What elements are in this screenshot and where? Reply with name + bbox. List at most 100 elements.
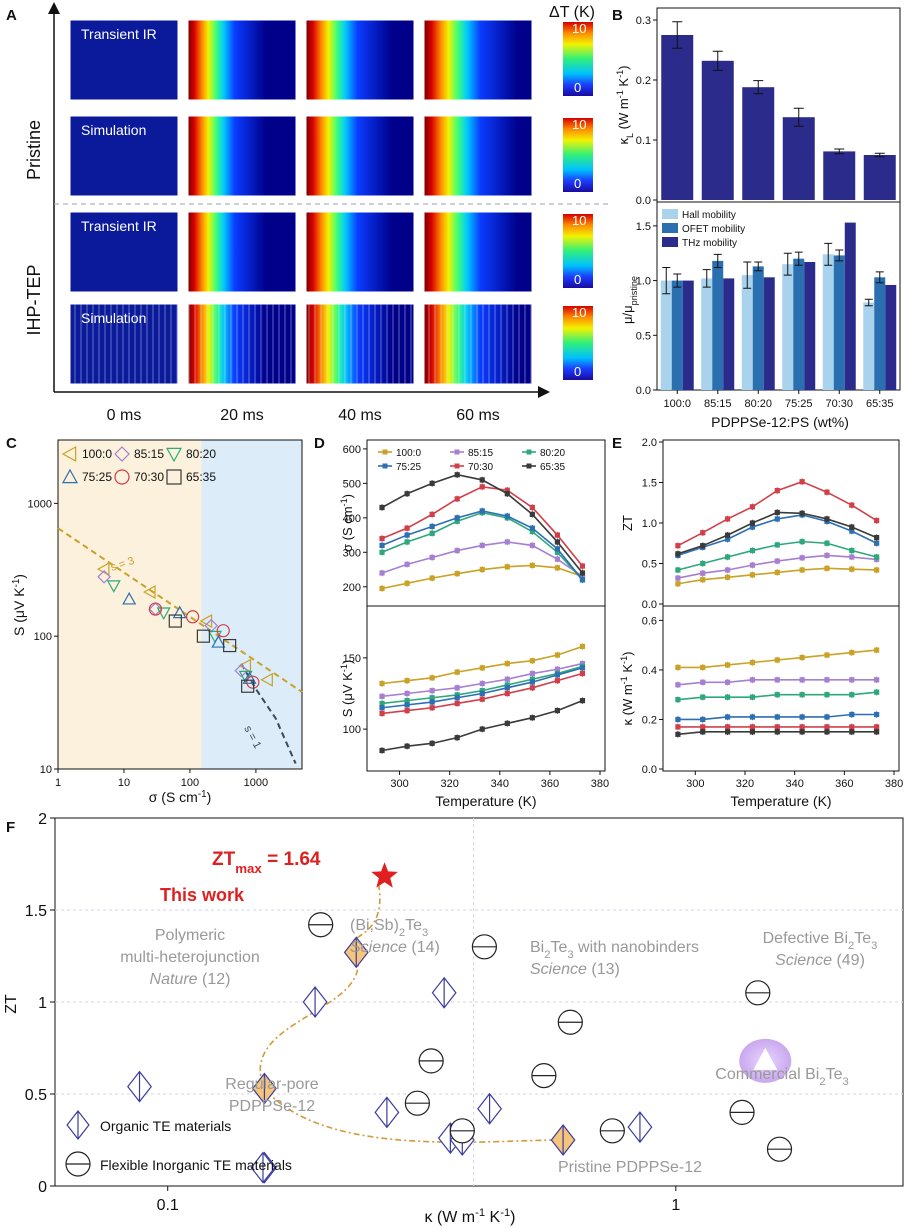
heatmap-cell <box>70 212 178 292</box>
data-point <box>479 696 485 702</box>
data-point <box>579 577 586 583</box>
data-point <box>874 647 880 653</box>
data-point <box>529 715 535 721</box>
text-span: Te <box>826 1066 843 1083</box>
x-tick-label: 300 <box>686 778 704 790</box>
text-span: S (μV K <box>340 672 355 717</box>
x-tick-label: 1000 <box>244 777 268 789</box>
superscript: -1 <box>619 676 629 684</box>
data-point <box>504 685 510 691</box>
heatmap-cold <box>392 212 414 292</box>
data-point <box>724 574 731 580</box>
data-point <box>724 554 731 560</box>
x-axis-label: Temperature (K) <box>730 793 831 809</box>
data-point <box>97 569 111 584</box>
superscript: -1 <box>500 1207 510 1219</box>
data-point <box>824 516 830 522</box>
mobility-bar <box>844 222 856 390</box>
data-point <box>429 554 435 561</box>
data-point <box>454 571 460 577</box>
panel-A-y-arrow <box>48 2 60 14</box>
data-point <box>379 585 385 592</box>
this-work-label: This work <box>160 885 245 905</box>
data-point <box>724 714 731 720</box>
panel-B-xlabel: PDPPSe-12:PS (wt%) <box>711 414 849 430</box>
data-point <box>479 542 485 549</box>
superscript: -1 <box>615 70 625 78</box>
text-span: PDPPSe-12 <box>229 1098 315 1115</box>
x-tick-label: 300 <box>390 778 408 790</box>
annotation-text: Science (13) <box>530 961 620 978</box>
y-tick-label: 100 <box>343 724 361 736</box>
region-shade <box>201 440 302 769</box>
data-point <box>749 724 756 730</box>
y-tick-label: 200 <box>343 582 361 594</box>
data-point <box>724 516 731 522</box>
annotation-text: multi-heterojunction <box>120 949 260 966</box>
panel-F-xlabel: κ (W m-1 K-1) <box>424 1207 515 1226</box>
kappa-bar <box>701 60 734 200</box>
data-point <box>429 688 435 694</box>
colorbar <box>563 118 593 192</box>
panel-B-bottom-ylabel: μ/μpristine <box>620 276 639 324</box>
error-bar <box>864 298 873 307</box>
text-span: ) <box>394 917 399 934</box>
mobility-bar <box>723 278 735 390</box>
error-bar <box>743 261 752 289</box>
annotation-text: PDPPSe-12 <box>229 1098 315 1115</box>
text-span: K <box>620 664 635 677</box>
data-point <box>479 566 485 573</box>
x-tick-label: 320 <box>440 778 458 790</box>
error-bar <box>713 253 722 268</box>
y-tick-label: 0.0 <box>636 385 651 397</box>
data-point <box>554 546 560 552</box>
data-point <box>874 567 880 573</box>
data-point <box>700 543 706 549</box>
data-point <box>675 716 681 723</box>
organic-marker <box>431 976 457 1009</box>
data-point <box>242 671 257 684</box>
data-point <box>429 511 435 517</box>
data-point <box>675 567 681 573</box>
data-point <box>479 690 485 697</box>
colorbar-max: 10 <box>572 117 586 132</box>
legend-label: 85:15 <box>468 448 493 459</box>
data-point <box>724 694 731 700</box>
data-point <box>168 614 182 628</box>
data-point <box>774 692 780 698</box>
heatmap-frame <box>305 211 415 293</box>
data-point <box>454 547 460 554</box>
data-point <box>874 677 880 683</box>
heatmap-frame <box>187 115 297 197</box>
data-point <box>479 484 485 490</box>
heatmap-cold <box>266 20 296 100</box>
data-point <box>700 724 706 730</box>
heatmap-frame <box>69 19 179 101</box>
data-point <box>799 714 805 720</box>
legend-marker <box>382 449 388 455</box>
panel-letter-D: D <box>314 435 325 452</box>
data-point <box>700 577 706 583</box>
heatmap-gradient <box>424 20 518 100</box>
data-point <box>106 580 121 593</box>
superscript: -1 <box>615 90 625 98</box>
error-bar <box>662 266 671 295</box>
y-tick-label: 100 <box>34 631 52 643</box>
data-point <box>849 502 855 508</box>
data-point <box>379 504 385 511</box>
y-tick-label: 0.2 <box>636 75 651 87</box>
this-work-point <box>550 1124 576 1156</box>
annotation-text: Science (49) <box>775 952 865 969</box>
data-point <box>504 539 510 545</box>
commercial-marker <box>753 1047 778 1070</box>
data-point <box>379 693 385 699</box>
data-point <box>454 518 460 524</box>
data-point <box>849 554 855 560</box>
data-point <box>774 724 780 730</box>
x-tick-label: 10 <box>118 777 130 789</box>
text-span: K <box>485 1209 500 1226</box>
data-point <box>774 569 780 576</box>
error-bar <box>754 261 763 272</box>
data-point <box>479 680 485 687</box>
legend-swatch <box>662 223 678 233</box>
